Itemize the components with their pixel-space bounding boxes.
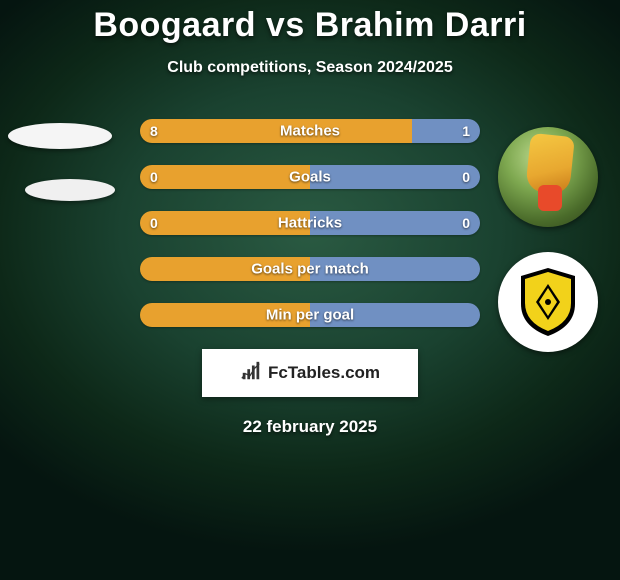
stat-row: Matches 8 1 [140,119,480,143]
stat-value-player2: 0 [462,215,470,231]
stat-bar-player2 [310,165,480,189]
player1-clubbadge-placeholder [25,179,115,201]
infographic-card: Boogaard vs Brahim Darri Club competitio… [0,0,620,580]
player1-avatar-placeholder [8,123,112,149]
club-shield-icon [517,266,579,338]
page-title: Boogaard vs Brahim Darri [0,6,620,45]
stat-row: Goals 0 0 [140,165,480,189]
player2-avatar [498,127,598,227]
date-label: 22 february 2025 [0,417,620,437]
player2-clubbadge [498,252,598,352]
stat-value-player2: 0 [462,169,470,185]
branding-badge: FcTables.com [202,349,418,397]
subtitle: Club competitions, Season 2024/2025 [0,59,620,77]
stat-label: Matches [280,123,340,140]
bar-chart-icon [240,360,262,387]
stat-label: Min per goal [266,307,354,324]
stat-bar-player1 [140,119,412,143]
stat-value-player2: 1 [462,123,470,139]
stat-value-player1: 0 [150,169,158,185]
stat-label: Hattricks [278,215,342,232]
stat-row: Min per goal [140,303,480,327]
stat-row: Goals per match [140,257,480,281]
stat-label: Goals per match [251,261,369,278]
stat-label: Goals [289,169,331,186]
stat-value-player1: 0 [150,215,158,231]
stat-bar-player1 [140,165,310,189]
stat-row: Hattricks 0 0 [140,211,480,235]
stat-value-player1: 8 [150,123,158,139]
branding-text: FcTables.com [268,363,380,383]
